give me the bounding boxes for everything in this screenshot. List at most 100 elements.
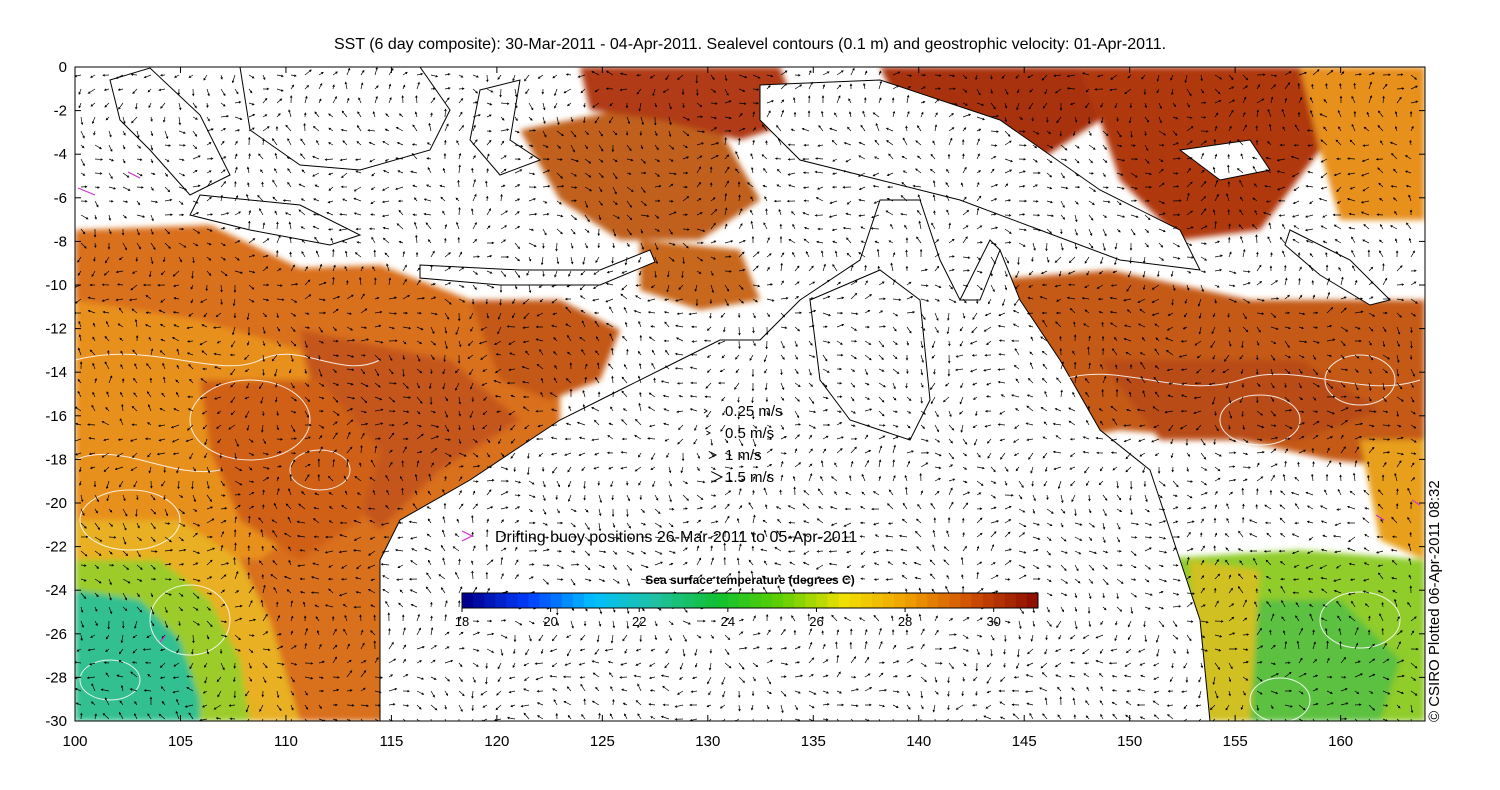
velocity-arrow [752,410,755,420]
velocity-arrow [808,463,813,468]
y-tick-label: -20 [45,495,67,512]
velocity-arrow [962,225,969,230]
velocity-arrow [709,182,713,188]
velocity-arrow [906,450,914,454]
velocity-arrow [1116,200,1122,206]
velocity-arrow [1066,87,1076,90]
velocity-arrow [467,354,474,359]
velocity-arrow [1130,157,1139,161]
velocity-arrow [1227,164,1230,174]
velocity-arrow [864,459,869,468]
velocity-arrow [551,298,558,304]
velocity-arrow [508,340,516,345]
velocity-arrow [346,279,349,286]
colorbar-swatch [473,593,485,608]
velocity-arrow [1032,144,1038,149]
velocity-arrow [1032,228,1042,232]
velocity-arrow [274,210,278,216]
velocity-arrow [1110,438,1118,442]
velocity-arrow [384,158,390,162]
velocity-arrow [1004,158,1013,163]
velocity-arrow [794,311,802,315]
velocity-arrow [794,410,800,419]
velocity-arrow [1256,450,1265,454]
velocity-arrow [888,240,894,244]
velocity-arrow [872,172,880,177]
velocity-arrow [80,214,89,220]
velocity-arrow [290,326,296,332]
velocity-arrow [1109,88,1118,92]
velocity-arrow [472,193,477,202]
velocity-arrow [1395,250,1399,258]
velocity-arrow [858,252,866,258]
velocity-arrow [864,382,870,386]
velocity-arrow [808,70,812,76]
velocity-arrow [330,237,334,244]
velocity-arrow [724,240,734,244]
velocity-arrow [472,438,478,443]
velocity-arrow [444,410,448,418]
velocity-arrow [94,200,99,208]
velocity-arrow [864,449,872,454]
velocity-arrow [150,172,156,176]
velocity-arrow [120,391,124,398]
velocity-arrow [415,234,418,244]
velocity-arrow [1284,311,1291,315]
velocity-arrow [652,480,656,488]
velocity-arrow [1410,368,1415,377]
velocity-arrow [570,186,578,189]
velocity-arrow [1151,284,1160,290]
velocity-arrow [1141,337,1146,342]
velocity-arrow [761,124,768,132]
velocity-arrow [752,284,761,288]
velocity-arrow [906,295,914,300]
velocity-arrow [471,298,475,305]
velocity-arrow [248,238,256,244]
velocity-arrow [892,252,896,258]
velocity-arrow [1348,226,1356,230]
velocity-arrow [1096,451,1104,455]
velocity-arrow [892,459,895,468]
velocity-arrow [164,186,171,193]
velocity-arrow [934,438,941,443]
velocity-arrow [1298,71,1307,76]
velocity-arrow [88,437,96,440]
velocity-arrow [234,195,239,202]
velocity-arrow [1256,312,1265,315]
velocity-arrow [1339,461,1342,468]
velocity-arrow [1242,478,1248,482]
velocity-arrow [752,111,756,118]
velocity-arrow [556,172,563,179]
velocity-arrow [948,102,958,106]
colorbar-tick-label: 24 [721,614,735,629]
velocity-arrow [528,480,535,485]
velocity-arrow [1164,410,1174,414]
velocity-arrow [158,88,166,92]
velocity-arrow [246,312,250,321]
velocity-arrow [766,100,774,104]
velocity-arrow [779,236,783,244]
velocity-arrow [1267,236,1272,244]
velocity-arrow [542,242,545,249]
velocity-arrow [706,354,712,358]
land-borneo [239,67,451,171]
velocity-arrow [1196,424,1202,431]
velocity-arrow [455,197,460,202]
velocity-arrow [430,368,433,375]
velocity-arrow [324,158,334,161]
velocity-arrow [734,382,740,390]
velocity-arrow [802,171,810,174]
velocity-arrow [906,86,911,90]
velocity-arrow [808,434,813,440]
velocity-arrow [1340,296,1347,300]
velocity-arrow [1200,88,1204,94]
velocity-arrow [1088,214,1094,221]
velocity-arrow [472,452,479,458]
velocity-arrow [342,198,348,202]
velocity-arrow [402,354,405,361]
velocity-arrow [189,452,194,460]
velocity-arrow [842,170,852,174]
colorbar-swatch [949,593,961,608]
velocity-arrow [905,265,909,272]
velocity-arrow [1325,83,1328,90]
